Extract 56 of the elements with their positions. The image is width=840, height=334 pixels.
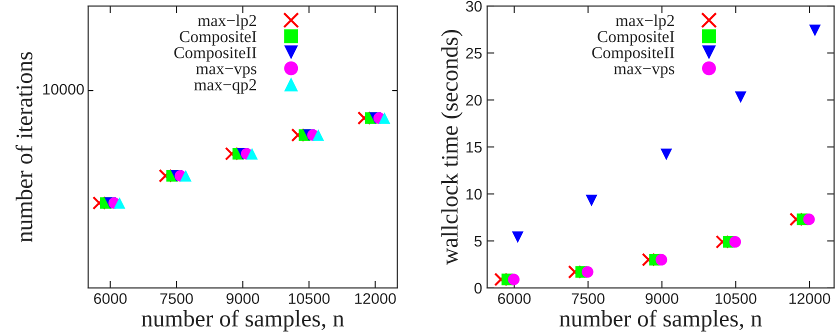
legend-label: max−lp2	[198, 14, 256, 30]
y-tick-label: 30	[466, 0, 482, 12]
y-tick-label: 15	[466, 142, 482, 153]
legend-label: max−vps	[614, 66, 674, 78]
point	[586, 194, 598, 206]
y-tick-label: 5	[474, 236, 482, 247]
point	[734, 91, 746, 103]
y-tick-label: 10	[466, 188, 482, 200]
y-tick-label: 25	[466, 48, 482, 59]
point	[789, 212, 804, 226]
x-axis-title: number of samples, n	[142, 310, 344, 332]
point	[224, 146, 239, 161]
x-tick-label: 9000	[226, 293, 260, 304]
point	[660, 148, 672, 160]
x-tick-label: 10500	[288, 293, 330, 304]
point	[114, 197, 126, 209]
point	[508, 274, 520, 286]
x-tick-label: 9000	[646, 293, 678, 304]
point	[582, 266, 594, 278]
x-tick-label: 12000	[789, 293, 830, 304]
legend-label: CompositeI	[598, 31, 674, 46]
point	[378, 112, 390, 124]
point	[512, 231, 524, 243]
point	[729, 236, 742, 248]
point	[246, 148, 258, 160]
point	[494, 272, 508, 286]
x-tick-label: 6000	[94, 293, 127, 304]
point	[716, 235, 730, 249]
point	[180, 170, 192, 182]
y-tick-label: 0	[474, 282, 482, 294]
point	[158, 168, 172, 183]
legend-label: max−lp2	[616, 14, 674, 30]
x-tick-label: 7500	[572, 293, 604, 304]
text: 10000	[43, 84, 84, 95]
point	[803, 214, 815, 226]
x-tick-label: 12000	[355, 293, 396, 304]
point	[642, 252, 656, 267]
y-tick-label: 20	[466, 94, 482, 106]
legend-label: CompositeI	[180, 31, 256, 46]
point	[92, 196, 106, 210]
legend-label: max−qp2	[194, 79, 256, 94]
point	[291, 128, 305, 142]
x-axis-title: number of samples, n	[560, 310, 762, 332]
point	[568, 265, 582, 279]
point	[809, 24, 821, 36]
y-axis-title: wallclock time (seconds)	[441, 30, 463, 265]
point	[656, 254, 668, 266]
x-tick-label: 7500	[160, 293, 193, 304]
x-tick-label: 6000	[498, 293, 531, 304]
y-axis-title: number of iterations	[16, 52, 32, 242]
legend-label: CompositeII	[174, 47, 256, 62]
legend-label: CompositeII	[592, 47, 674, 62]
point	[357, 111, 372, 125]
x-tick-label: 10500	[716, 293, 756, 304]
point	[312, 129, 324, 141]
legend-label: max−vps	[196, 66, 256, 78]
